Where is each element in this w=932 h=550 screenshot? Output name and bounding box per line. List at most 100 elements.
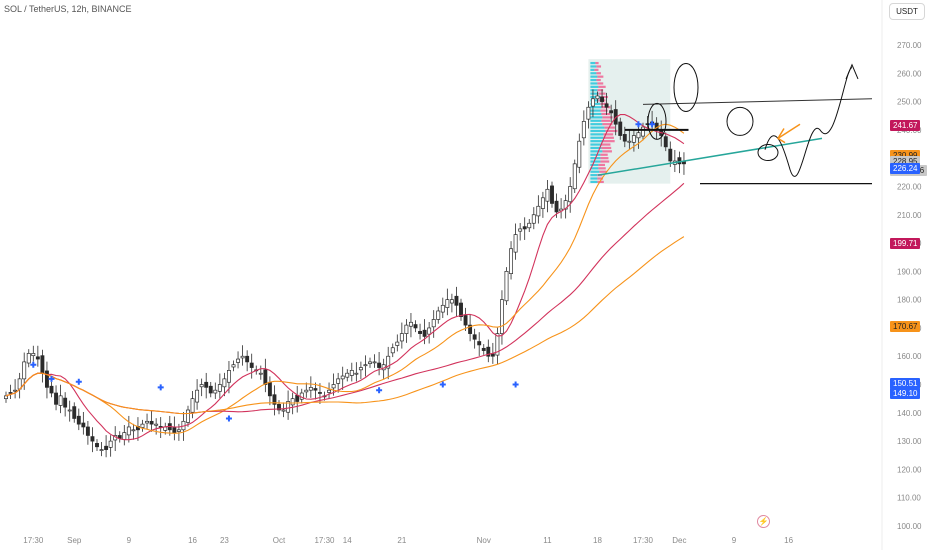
volume-bar-down [597,180,604,184]
volume-bar-down [605,129,618,133]
candle-body [590,98,595,107]
volume-bar-up [590,177,598,180]
candle-body [295,394,300,402]
candle-body [677,157,682,165]
candle-body [459,302,463,317]
y-tick-label: 260.00 [897,69,922,78]
candle-body [645,123,650,126]
candle-body [618,121,623,136]
candle-body [313,388,318,391]
ma-fast-line [5,114,685,441]
candle-body [231,364,236,368]
candle-body [540,197,545,209]
volume-bar-up [590,180,598,184]
candle-body [149,420,154,425]
symbol-title: SOL / TetherUS, 12h, BINANCE [4,4,132,14]
candle-body [145,420,149,424]
y-tick-label: 140.00 [897,409,922,418]
candle-body [627,140,632,143]
candle-body [249,362,254,368]
volume-bar-down [597,82,604,85]
candle-body [581,121,586,139]
candle-body [604,103,609,108]
candle-body [4,395,8,400]
candle-body [290,398,295,406]
volume-bar-down [600,102,608,105]
crossover-marker [649,121,656,128]
crossover-marker [48,375,55,382]
volume-bar-down [600,95,608,99]
x-tick-label: 9 [127,536,132,545]
y-tick-label: 100.00 [897,522,922,531]
volume-bar-down [597,177,604,180]
volume-bar-down [601,112,611,116]
candle-body [513,234,518,253]
volume-bar-up [590,129,606,133]
candle-body [99,449,104,451]
projection-arrowhead [845,63,859,80]
candle-body [90,436,95,442]
volume-bar-up [590,61,596,65]
volume-bar-down [600,109,608,112]
x-tick-label: 23 [220,536,229,545]
candle-body [345,372,350,378]
candle-body [527,222,532,229]
candle-body [236,358,240,363]
orange-arrow-head [776,128,786,144]
volume-bar-down [595,61,599,65]
volume-bar-down [598,167,606,170]
volume-bar-up [590,150,603,153]
currency-button[interactable]: USDT [889,3,925,20]
candle-body [495,333,500,356]
candle-body [363,364,368,367]
volume-bar-up [590,102,601,105]
candle-body [445,299,450,308]
price-badge: 228.95 [890,155,921,167]
candle-body [308,387,313,391]
crossover-marker [512,381,519,388]
candle-body [176,429,181,432]
candle-body [63,397,68,408]
orange-arrow [777,123,801,140]
candle-body [349,370,354,376]
x-tick-label: Oct [273,536,286,545]
volume-bar-down [598,85,606,88]
candle-body [245,355,250,363]
candle-body [504,271,509,302]
candle-body [286,401,291,413]
candle-body [222,378,227,388]
candle-body [636,132,641,139]
candle-body [186,409,190,423]
candle-body [44,370,49,388]
volume-bar-up [590,92,599,95]
volume-bar-up [590,119,602,122]
y-tick-label: 120.00 [897,465,922,474]
y-tick-label: 160.00 [897,352,922,361]
crossover-marker [157,384,164,391]
price-badge: 199.71 [890,238,921,250]
x-tick-label: 17:30 [633,536,654,545]
candle-body [58,395,63,406]
candle-body [85,426,90,436]
candle-body [509,248,514,274]
candle-body [472,334,477,340]
candle-body [486,346,491,357]
resistance-line [642,98,873,105]
crossover-marker [439,381,446,388]
volume-bar-down [598,163,605,167]
candle-body [631,135,636,143]
candle-body [500,299,504,334]
volume-bar-down [601,119,611,122]
candle-body [531,214,536,224]
volume-bar-up [590,174,598,177]
y-tick-label: 180.00 [897,296,922,305]
volume-bar-up [590,126,605,129]
y-tick-label: 250.00 [897,98,922,107]
volume-bar-down [600,160,610,163]
x-tick-label: 9 [732,536,737,545]
lightning-icon[interactable]: ⚡ [757,515,770,528]
x-tick-label: Sep [67,536,82,545]
y-tick-label: 220.00 [897,182,922,191]
volume-bar-up [590,136,604,139]
